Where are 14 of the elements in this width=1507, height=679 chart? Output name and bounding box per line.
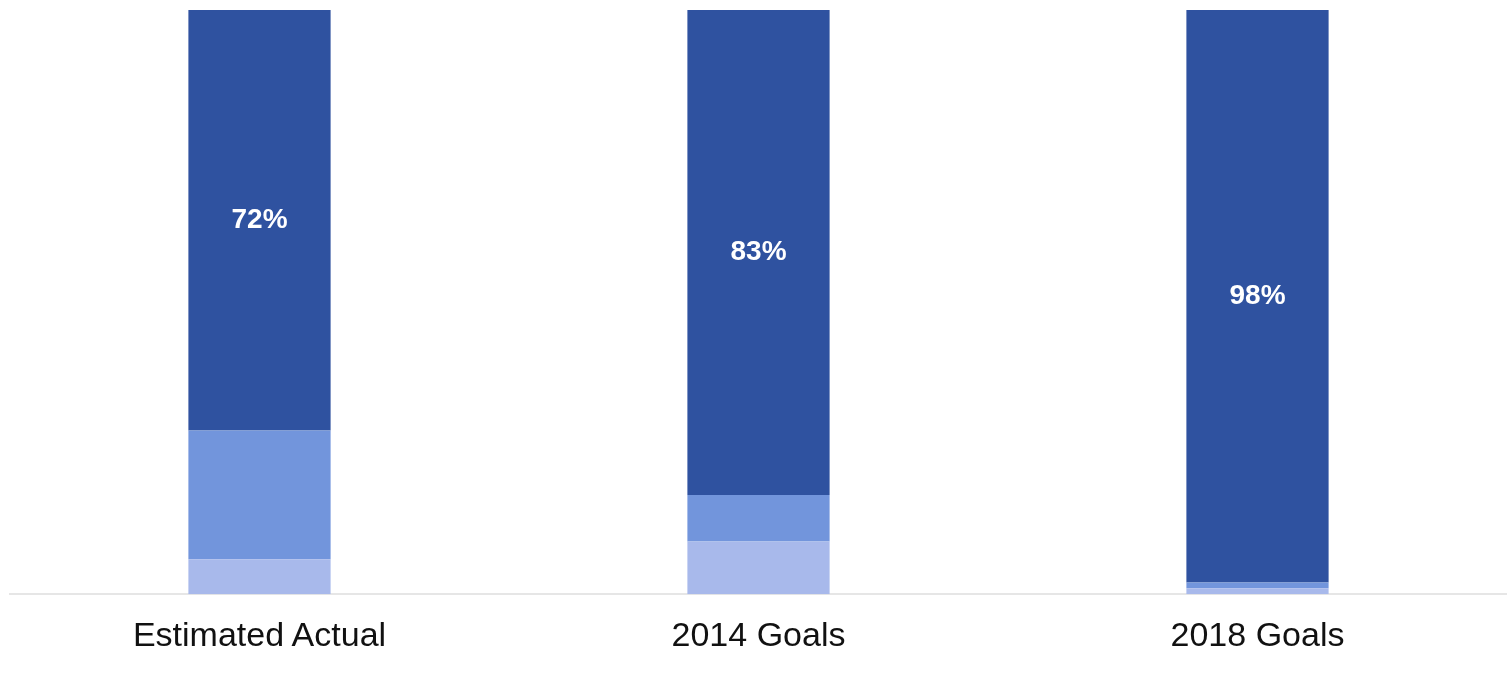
bar	[1186, 588, 1329, 595]
bar	[188, 10, 331, 431]
x-tick-label: 2018 Goals	[1170, 614, 1345, 653]
bar	[687, 541, 830, 595]
data-label: 98%	[1229, 278, 1286, 310]
bar	[687, 10, 830, 495]
data-label: 83%	[730, 235, 787, 267]
bar	[188, 430, 331, 560]
bar	[687, 494, 830, 542]
data-label: 72%	[231, 203, 288, 235]
x-tick-label: Estimated Actual	[132, 614, 387, 653]
bar	[188, 559, 331, 595]
bar	[1186, 10, 1329, 583]
x-tick-label: 2014 Goals	[671, 614, 846, 653]
